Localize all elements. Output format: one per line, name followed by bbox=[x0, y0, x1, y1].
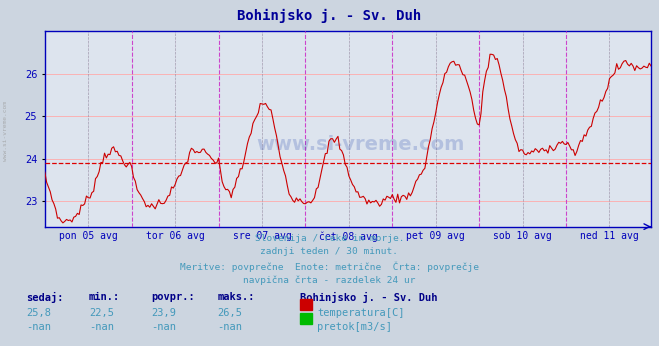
Text: 25,8: 25,8 bbox=[26, 308, 51, 318]
Text: Bohinjsko j. - Sv. Duh: Bohinjsko j. - Sv. Duh bbox=[237, 9, 422, 23]
Text: Meritve: povprečne  Enote: metrične  Črta: povprečje: Meritve: povprečne Enote: metrične Črta:… bbox=[180, 261, 479, 272]
Text: temperatura[C]: temperatura[C] bbox=[317, 308, 405, 318]
Text: navpična črta - razdelek 24 ur: navpična črta - razdelek 24 ur bbox=[243, 275, 416, 284]
Text: Bohinjsko j. - Sv. Duh: Bohinjsko j. - Sv. Duh bbox=[300, 292, 438, 303]
Text: maks.:: maks.: bbox=[217, 292, 255, 302]
Text: 22,5: 22,5 bbox=[89, 308, 114, 318]
Text: zadnji teden / 30 minut.: zadnji teden / 30 minut. bbox=[260, 247, 399, 256]
Text: povpr.:: povpr.: bbox=[152, 292, 195, 302]
Text: Slovenija / reke in morje.: Slovenija / reke in morje. bbox=[255, 234, 404, 243]
Text: sedaj:: sedaj: bbox=[26, 292, 64, 303]
Text: pretok[m3/s]: pretok[m3/s] bbox=[317, 322, 392, 333]
Text: min.:: min.: bbox=[89, 292, 120, 302]
Text: -nan: -nan bbox=[152, 322, 177, 333]
Text: 23,9: 23,9 bbox=[152, 308, 177, 318]
Text: www.si-vreme.com: www.si-vreme.com bbox=[256, 135, 464, 154]
Text: -nan: -nan bbox=[217, 322, 243, 333]
Text: 26,5: 26,5 bbox=[217, 308, 243, 318]
Text: -nan: -nan bbox=[26, 322, 51, 333]
Text: www.si-vreme.com: www.si-vreme.com bbox=[3, 101, 8, 162]
Text: -nan: -nan bbox=[89, 322, 114, 333]
